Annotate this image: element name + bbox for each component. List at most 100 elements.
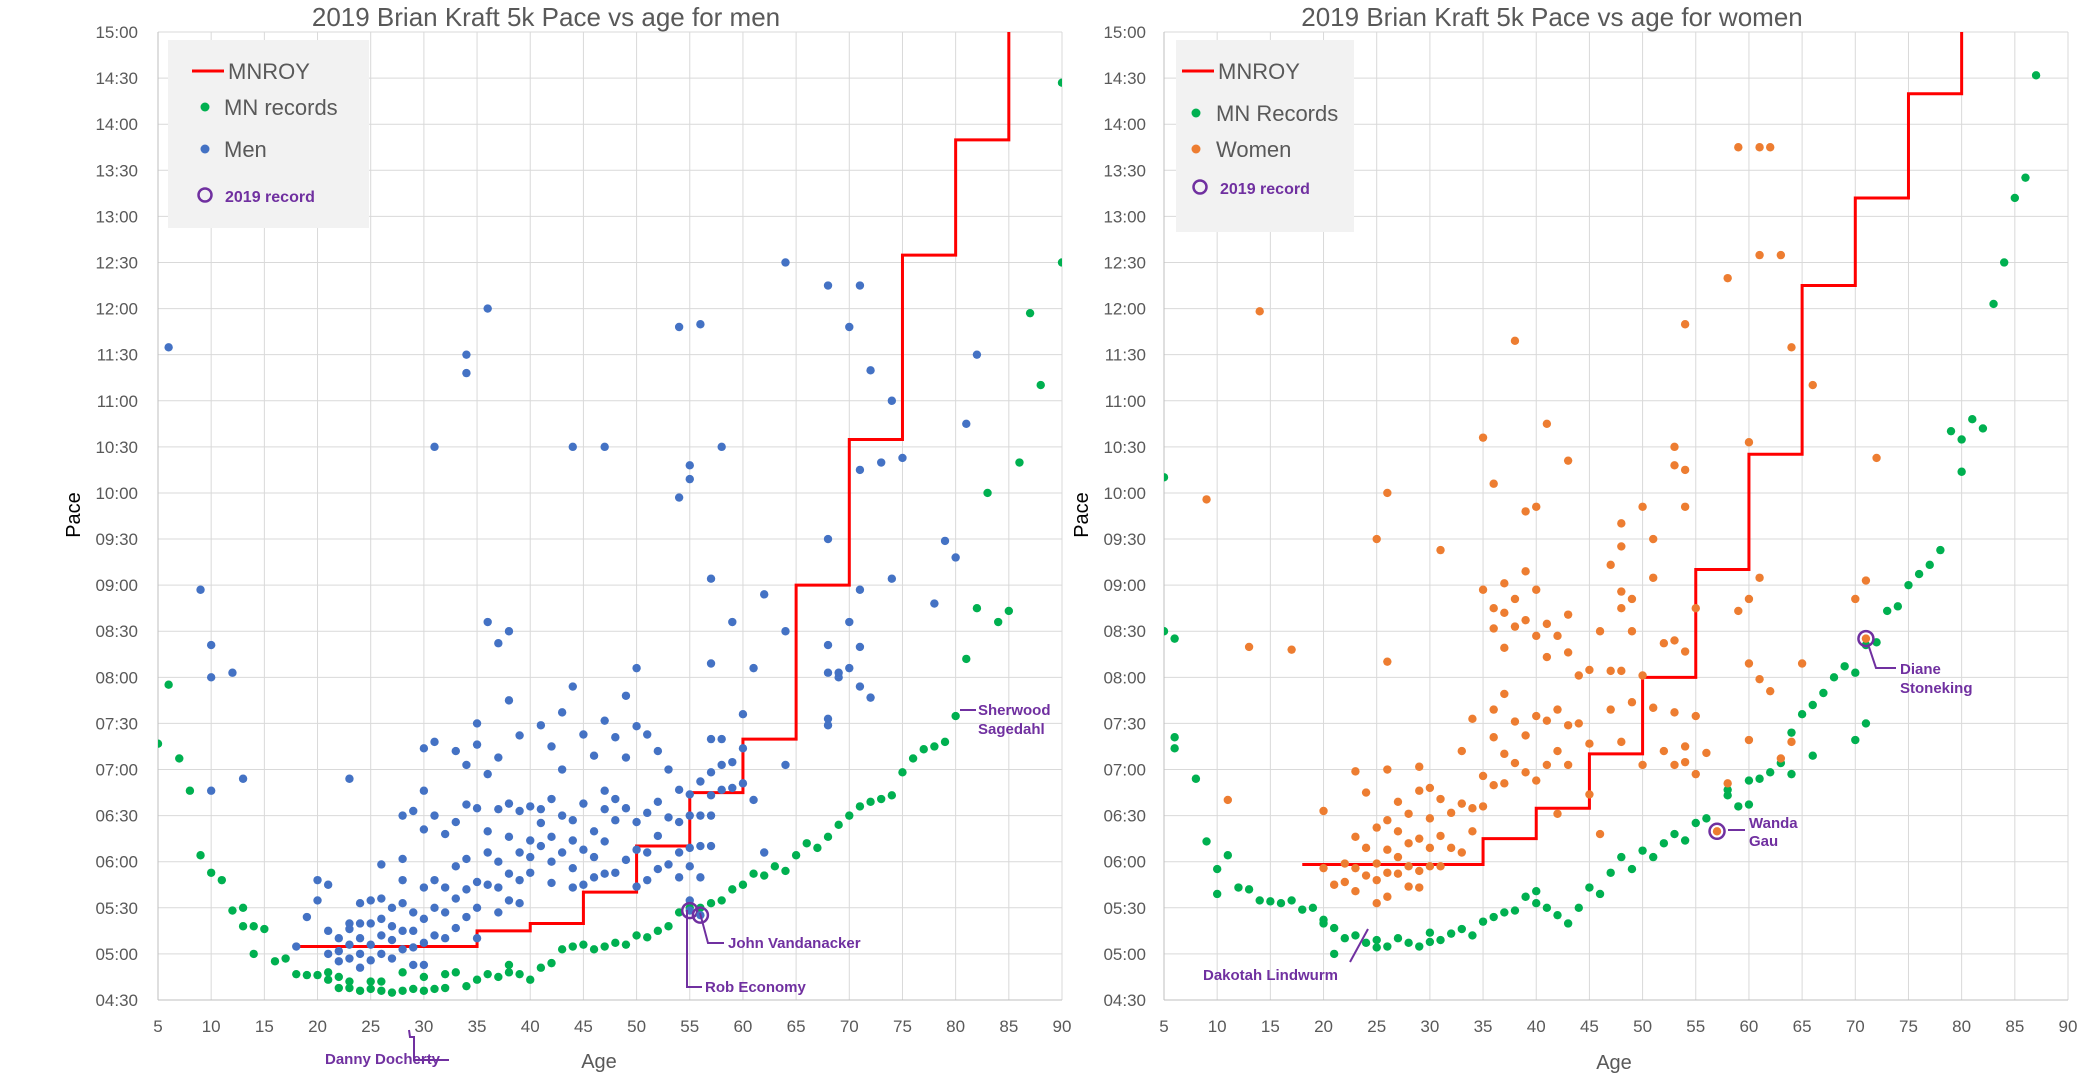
record-point xyxy=(568,942,577,951)
men-point xyxy=(526,868,535,877)
men-point xyxy=(749,663,758,673)
legend-records-swatch xyxy=(200,102,210,112)
women-point xyxy=(1436,545,1445,555)
men-point xyxy=(430,811,439,820)
men-point xyxy=(674,817,684,827)
men-point xyxy=(760,848,769,857)
men-point xyxy=(472,804,482,813)
y-tick-label: 11:30 xyxy=(1105,346,1146,365)
women-point xyxy=(1670,636,1679,645)
x-tick-label: 80 xyxy=(946,1017,965,1036)
men-point xyxy=(685,790,694,799)
women-point xyxy=(1542,652,1552,662)
record-point xyxy=(1968,415,1977,424)
y-tick-label: 12:30 xyxy=(1103,253,1146,272)
men-point xyxy=(823,721,833,730)
women-point xyxy=(1723,779,1732,788)
women-legend: MNROY MN Records Women 2019 record xyxy=(1176,40,1354,232)
record-point xyxy=(1691,818,1700,828)
record-point xyxy=(1606,868,1615,877)
men-point xyxy=(504,799,514,808)
women-point xyxy=(1702,748,1711,758)
men-point xyxy=(504,832,514,842)
men-point xyxy=(504,869,514,878)
record-point xyxy=(440,983,450,993)
record-point xyxy=(579,940,588,949)
men-point xyxy=(632,663,641,673)
women-x-tick-labels: 5 10 15 20 25 30 35 40 45 50 55 60 65 70 75 80 85 90 xyxy=(1159,1017,2077,1036)
record-point xyxy=(823,832,833,842)
women-point xyxy=(1755,143,1764,152)
women-point xyxy=(1457,799,1466,808)
women-point xyxy=(1478,771,1488,781)
record-point xyxy=(302,970,312,980)
women-point xyxy=(1766,686,1775,696)
women-point xyxy=(1319,806,1328,816)
women-point xyxy=(1617,519,1626,528)
record-point xyxy=(185,786,195,795)
women-point xyxy=(1478,433,1488,442)
y-tick-label: 08:00 xyxy=(1103,668,1146,687)
men-point xyxy=(579,730,588,739)
y-tick-label: 08:30 xyxy=(1103,622,1146,641)
men-point xyxy=(611,733,620,742)
x-tick-label: 65 xyxy=(1793,1017,1812,1036)
record-point xyxy=(972,603,982,613)
record-point xyxy=(1553,910,1562,920)
men-point xyxy=(313,896,322,905)
women-point xyxy=(1595,627,1605,636)
record-point xyxy=(781,866,790,876)
women-point xyxy=(1532,711,1541,721)
women-point xyxy=(1500,608,1509,617)
women-point xyxy=(1659,639,1669,648)
men-point xyxy=(355,934,365,943)
men-point xyxy=(557,765,567,774)
record-point xyxy=(1329,923,1339,933)
y-tick-label: 05:30 xyxy=(1103,899,1146,918)
annotation-sherwood-sagedahl: Sherwood Sagedahl xyxy=(978,702,1051,738)
record-point xyxy=(334,972,343,982)
record-point xyxy=(1989,299,1998,309)
men-point xyxy=(430,442,439,452)
men-point xyxy=(547,857,556,866)
women-point xyxy=(1755,250,1764,260)
women-point xyxy=(1478,802,1488,811)
legend-2019-record-label: 2019 record xyxy=(1220,181,1310,198)
y-tick-label: 05:30 xyxy=(95,899,138,918)
record-point xyxy=(1861,719,1871,728)
x-tick-label: 5 xyxy=(153,1017,162,1036)
record-point xyxy=(887,791,897,800)
record-point xyxy=(738,880,748,889)
women-point xyxy=(1542,419,1552,429)
record-2019-ring xyxy=(691,906,710,924)
men-point xyxy=(845,322,854,332)
record-point xyxy=(1329,949,1339,959)
men-point xyxy=(579,799,588,808)
men-point xyxy=(547,832,556,842)
women-point xyxy=(1383,488,1392,498)
men-point xyxy=(600,869,609,878)
women-point xyxy=(1500,749,1509,759)
women-point xyxy=(1489,733,1498,742)
women-point xyxy=(1510,758,1520,768)
men-point xyxy=(877,458,886,467)
men-point xyxy=(749,795,758,805)
men-point xyxy=(462,800,471,809)
men-point xyxy=(696,841,705,851)
women-point xyxy=(1372,875,1381,885)
record-point xyxy=(1500,908,1509,917)
x-tick-label: 15 xyxy=(255,1017,274,1036)
men-series xyxy=(164,258,982,972)
x-tick-label: 70 xyxy=(1846,1017,1865,1036)
record-point xyxy=(1446,929,1456,938)
women-point xyxy=(1383,657,1392,666)
women-point xyxy=(1680,647,1690,656)
men-point xyxy=(526,836,535,845)
women-point xyxy=(1670,461,1679,470)
x-tick-label: 85 xyxy=(2005,1017,2024,1036)
women-point xyxy=(1563,721,1573,730)
men-point xyxy=(451,923,460,933)
x-tick-label: 60 xyxy=(733,1017,752,1036)
annotation-leader xyxy=(1868,646,1896,669)
men-point xyxy=(823,534,833,544)
